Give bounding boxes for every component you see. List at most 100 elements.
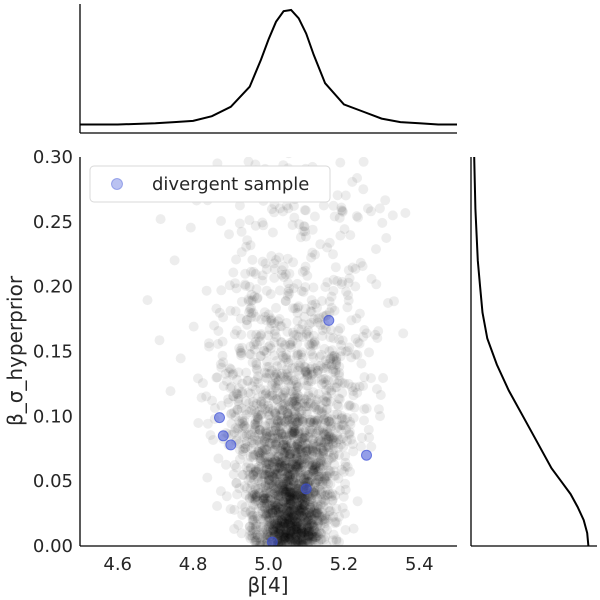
sample-point bbox=[271, 521, 282, 532]
sample-point bbox=[253, 429, 264, 440]
sample-point bbox=[248, 396, 258, 407]
sample-point bbox=[306, 338, 317, 349]
sample-point bbox=[366, 206, 376, 217]
sample-point bbox=[280, 439, 290, 450]
sample-point bbox=[243, 296, 254, 306]
sample-point bbox=[301, 327, 312, 338]
sample-point bbox=[273, 509, 284, 520]
sample-point bbox=[302, 368, 313, 378]
sample-point bbox=[319, 429, 330, 439]
sample-point bbox=[284, 452, 295, 463]
sample-point bbox=[247, 435, 258, 445]
sample-point bbox=[293, 510, 304, 521]
sample-point bbox=[313, 538, 324, 546]
sample-point bbox=[296, 347, 307, 358]
sample-point bbox=[315, 479, 326, 490]
sample-point bbox=[271, 355, 282, 366]
sample-point bbox=[377, 217, 388, 228]
sample-point bbox=[234, 444, 245, 455]
sample-point bbox=[295, 471, 306, 481]
sample-point bbox=[287, 489, 298, 500]
sample-point bbox=[273, 490, 284, 501]
sample-point bbox=[263, 482, 274, 493]
sample-point bbox=[252, 473, 263, 484]
sample-point bbox=[319, 413, 330, 424]
sample-point bbox=[293, 539, 304, 546]
sample-point bbox=[268, 425, 279, 436]
sample-point bbox=[280, 472, 291, 483]
sample-point bbox=[328, 511, 339, 522]
sample-point bbox=[272, 458, 283, 469]
sample-point bbox=[324, 506, 335, 517]
sample-point bbox=[284, 400, 294, 411]
sample-point bbox=[256, 329, 267, 340]
sample-point bbox=[279, 447, 290, 458]
sample-point bbox=[259, 494, 270, 505]
sample-point bbox=[316, 436, 327, 447]
sample-point bbox=[311, 515, 322, 526]
sample-point bbox=[343, 265, 354, 276]
sample-point bbox=[302, 521, 313, 532]
sample-point bbox=[258, 220, 269, 231]
sample-point bbox=[282, 435, 292, 446]
sample-point bbox=[333, 473, 344, 484]
sample-point bbox=[289, 212, 300, 223]
sample-point bbox=[315, 455, 326, 466]
sample-point bbox=[250, 384, 261, 395]
sample-point bbox=[282, 407, 293, 418]
sample-point bbox=[282, 326, 293, 337]
sample-point bbox=[309, 486, 320, 496]
sample-point bbox=[352, 349, 363, 360]
sample-point bbox=[307, 498, 318, 509]
sample-point bbox=[293, 360, 304, 371]
sample-point bbox=[290, 529, 301, 540]
sample-point bbox=[325, 353, 336, 364]
sample-point bbox=[306, 494, 317, 505]
sample-point bbox=[297, 454, 308, 465]
sample-point bbox=[254, 406, 265, 417]
sample-point bbox=[281, 514, 292, 525]
sample-point bbox=[264, 368, 275, 379]
sample-point bbox=[280, 416, 291, 427]
sample-point bbox=[298, 538, 309, 546]
sample-point bbox=[231, 389, 242, 400]
sample-point bbox=[290, 524, 301, 535]
sample-point bbox=[269, 272, 280, 283]
sample-point bbox=[301, 509, 312, 520]
sample-point bbox=[313, 414, 324, 424]
sample-point bbox=[241, 367, 252, 378]
sample-point bbox=[304, 537, 315, 546]
sample-point bbox=[329, 459, 340, 470]
sample-point bbox=[261, 470, 272, 481]
sample-point bbox=[344, 427, 355, 437]
sample-point bbox=[240, 396, 251, 406]
sample-point bbox=[269, 483, 279, 494]
sample-point bbox=[303, 533, 314, 544]
sample-point bbox=[295, 458, 306, 469]
sample-point bbox=[262, 361, 273, 372]
sample-point bbox=[301, 538, 312, 546]
sample-point bbox=[280, 518, 291, 529]
sample-point bbox=[295, 446, 306, 457]
sample-point bbox=[312, 507, 323, 518]
sample-point bbox=[287, 405, 298, 416]
sample-point bbox=[235, 347, 246, 358]
sample-point bbox=[282, 478, 293, 489]
x-tick-label: 4.8 bbox=[179, 554, 208, 575]
sample-point bbox=[240, 280, 251, 291]
sample-point bbox=[301, 401, 312, 412]
sample-point bbox=[294, 509, 305, 520]
sample-point bbox=[304, 531, 315, 542]
sample-point bbox=[290, 391, 301, 402]
sample-point bbox=[296, 528, 307, 539]
sample-point bbox=[295, 513, 306, 524]
sample-point bbox=[226, 409, 236, 420]
sample-point bbox=[301, 380, 312, 391]
sample-point bbox=[302, 446, 313, 457]
sample-point bbox=[252, 365, 263, 376]
sample-point bbox=[270, 501, 281, 512]
sample-point bbox=[350, 333, 361, 344]
sample-point bbox=[287, 475, 298, 486]
sample-point bbox=[256, 524, 267, 535]
sample-point bbox=[300, 473, 311, 484]
